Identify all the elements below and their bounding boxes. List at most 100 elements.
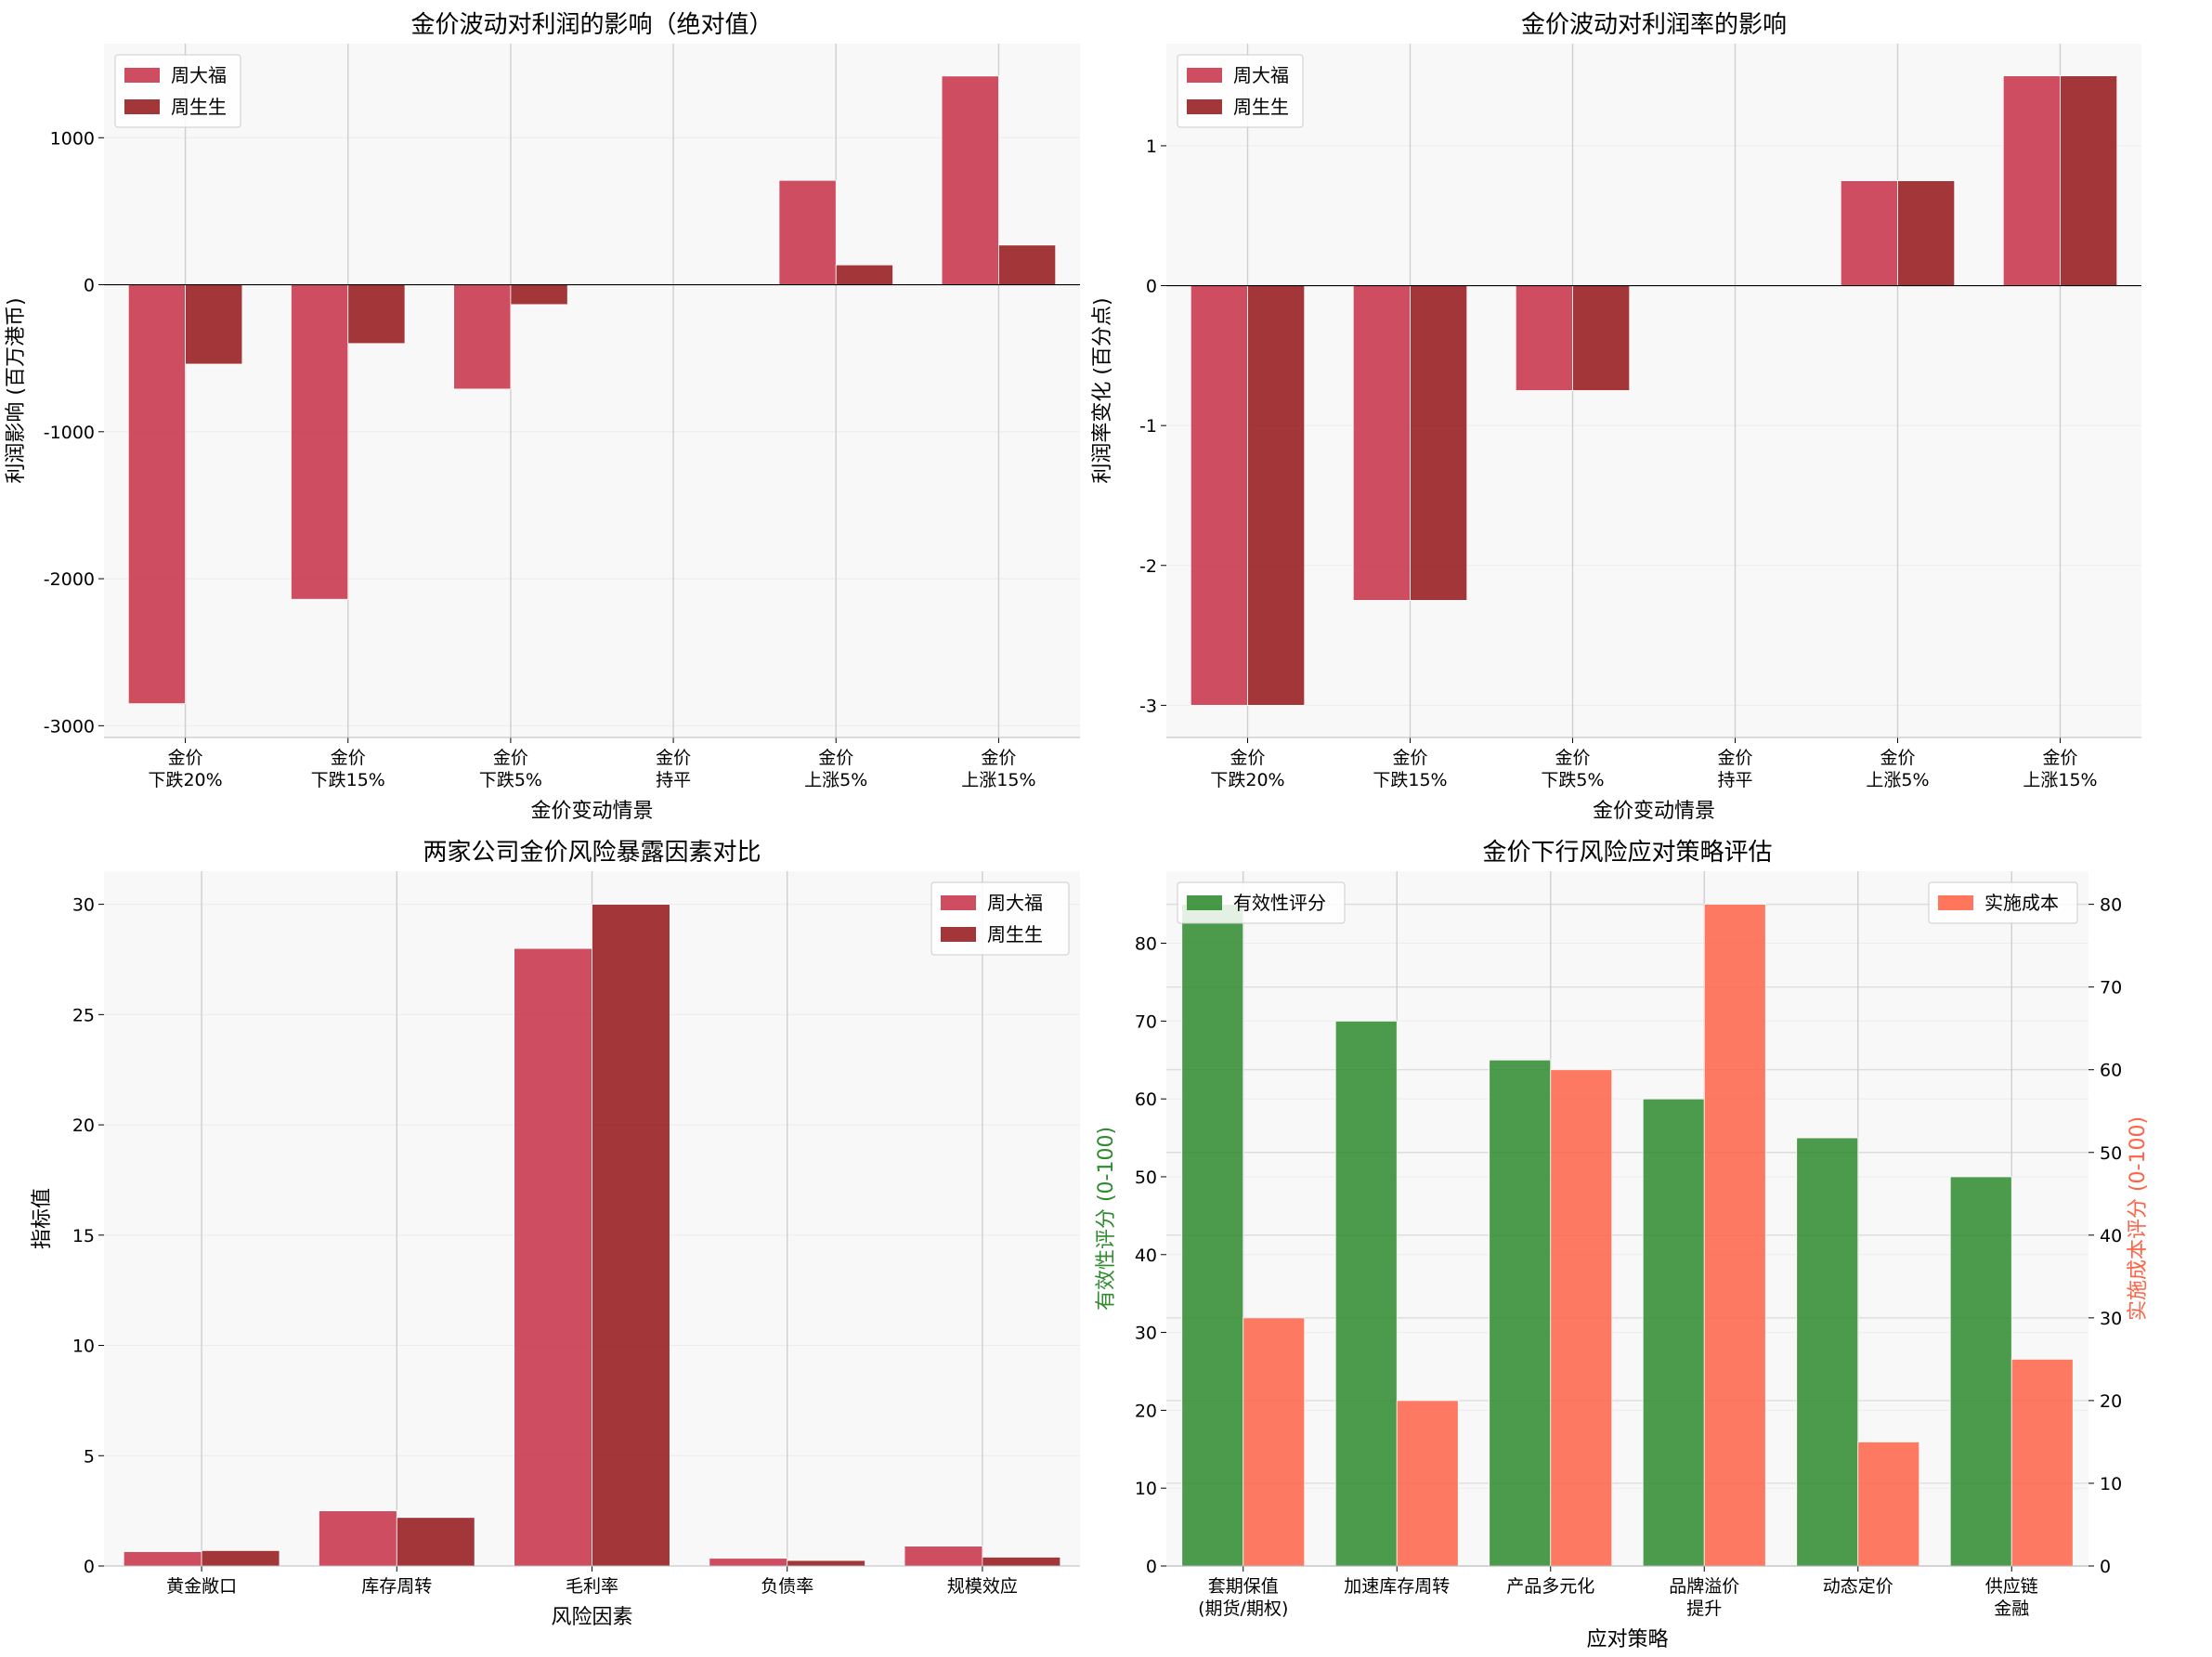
legend-label: 周生生 <box>987 923 1043 946</box>
legend-box <box>1177 881 1346 924</box>
bar <box>835 264 893 285</box>
bar <box>347 284 406 345</box>
bar <box>201 1549 280 1567</box>
chart-4: 0 10 20 30 40 50 60 70 80 0 10 20 30 40 50 60 70 80 套期保值(期… <box>1095 839 2150 1651</box>
x-tick-label: 金价上涨5% <box>1866 748 1929 790</box>
legend-label: 周生生 <box>1233 96 1289 118</box>
y-tick-label: 0 <box>1146 1557 1157 1577</box>
bar <box>319 1510 397 1567</box>
legend: 有效性评分 <box>1177 881 1346 924</box>
chart-title: 金价波动对利润的影响（绝对值） <box>410 11 773 39</box>
chart-title: 金价下行风险应对策略评估 <box>1482 839 1772 867</box>
x-tick-label: 金价下跌20% <box>1210 748 1284 790</box>
x-tick-label-line: 下跌15% <box>311 770 385 790</box>
x-tick-label: 金价下跌20% <box>148 748 222 790</box>
x-tick-label-line: 金价 <box>1880 748 1915 768</box>
y-tick-label: 40 <box>1135 1246 1157 1266</box>
y-tick-label: -3 <box>1139 696 1157 716</box>
bar <box>2060 75 2118 286</box>
bar <box>1572 285 1631 391</box>
bar <box>1642 1098 1705 1567</box>
bar <box>778 179 837 285</box>
legend-label: 有效性评分 <box>1233 892 1326 914</box>
x-tick-label-line: 金价 <box>331 748 366 768</box>
legend-label: 周大福 <box>1233 64 1289 86</box>
y-tick-label: -1000 <box>44 423 95 443</box>
y-tick-label: 60 <box>1135 1089 1157 1110</box>
x-tick-label-line: 金融 <box>1994 1598 2029 1619</box>
x-tick-label-line: 上涨5% <box>1866 770 1929 790</box>
y-tick-label: 20 <box>72 1116 95 1136</box>
bar <box>1247 285 1306 706</box>
bar <box>941 75 999 285</box>
legend-label: 周大福 <box>987 892 1043 914</box>
x-axis-label: 金价变动情景 <box>1593 800 1715 823</box>
x-tick-label: 动态定价 <box>1823 1576 1893 1597</box>
y-axis-label: 利润率变化 (百分点) <box>1091 297 1114 483</box>
x-tick-label: 金价持平 <box>1717 748 1752 790</box>
legend-swatch <box>1187 99 1222 114</box>
x-tick-label-line: 下跌20% <box>148 770 222 790</box>
bar <box>1703 904 1766 1567</box>
x-tick-label-line: 提升 <box>1686 1598 1722 1619</box>
x-tick-label-line: 金价 <box>656 748 691 768</box>
x-tick-label: 库存周转 <box>361 1576 432 1597</box>
x-tick-label-line: 上涨5% <box>804 770 867 790</box>
x-tick-label-line: 供应链 <box>1985 1576 2038 1597</box>
bar <box>1550 1069 1613 1567</box>
y-tick-label: -3000 <box>44 716 95 737</box>
legend-swatch <box>1187 68 1222 83</box>
bar <box>904 1546 983 1567</box>
bar <box>1949 1176 2012 1567</box>
y-tick-label: 15 <box>72 1226 95 1246</box>
x-tick-label-line: 库存周转 <box>361 1576 432 1597</box>
bar <box>1515 285 1573 391</box>
legend-swatch <box>1187 895 1222 910</box>
y-tick-label: 20 <box>1135 1401 1157 1421</box>
bar <box>510 284 568 306</box>
bar <box>1181 904 1244 1567</box>
legend-label: 实施成本 <box>1984 892 2059 914</box>
bar <box>1334 1020 1398 1567</box>
x-tick-label-line: 金价 <box>2042 748 2077 768</box>
y-tick-label: 0 <box>1146 277 1157 297</box>
legend-swatch <box>124 99 160 114</box>
bar <box>982 1557 1061 1567</box>
y-tick-label: 30 <box>72 895 95 916</box>
legend: 实施成本 <box>1928 881 2078 924</box>
x-tick-label-line: 下跌15% <box>1373 770 1447 790</box>
x-tick-label-line: 上涨15% <box>961 770 1035 790</box>
y-tick-label-right: 30 <box>2100 1309 2122 1329</box>
y-axis-label: 指标值 <box>31 1188 54 1249</box>
y-tick-label: 5 <box>84 1446 95 1467</box>
y-tick-label: 25 <box>72 1005 95 1025</box>
y-tick-label-right: 0 <box>2100 1557 2111 1577</box>
bar <box>709 1558 788 1567</box>
x-tick-label-line: 上涨15% <box>2023 770 2097 790</box>
x-tick-label-line: 规模效应 <box>947 1576 1018 1597</box>
x-tick-label-line: 持平 <box>1717 770 1752 790</box>
bar <box>1352 285 1411 601</box>
bar <box>592 904 670 1567</box>
bar <box>1489 1059 1552 1567</box>
legend-swatch <box>124 68 160 83</box>
x-axis-label: 应对策略 <box>1586 1628 1668 1651</box>
bar <box>291 284 349 600</box>
y-tick-label: 1000 <box>50 128 95 149</box>
chart-2: -3-2-101金价下跌20%金价下跌15%金价下跌5%金价持平金价上涨5%金价… <box>1091 11 2141 823</box>
x-tick-label: 金价上涨15% <box>961 748 1035 790</box>
x-tick-label-line: (期货/期权) <box>1198 1598 1288 1619</box>
legend-label: 周生生 <box>171 96 227 118</box>
x-tick-label: 金价下跌15% <box>1373 748 1447 790</box>
x-tick-label: 金价持平 <box>656 748 691 790</box>
legend-swatch <box>1938 895 1973 910</box>
bar <box>396 1517 475 1567</box>
chart-title: 金价波动对利润率的影响 <box>1521 11 1787 39</box>
x-tick-label-line: 毛利率 <box>566 1576 618 1597</box>
y-tick-label: -2000 <box>44 569 95 590</box>
bar <box>1243 1317 1306 1567</box>
plot-background <box>104 44 1080 737</box>
